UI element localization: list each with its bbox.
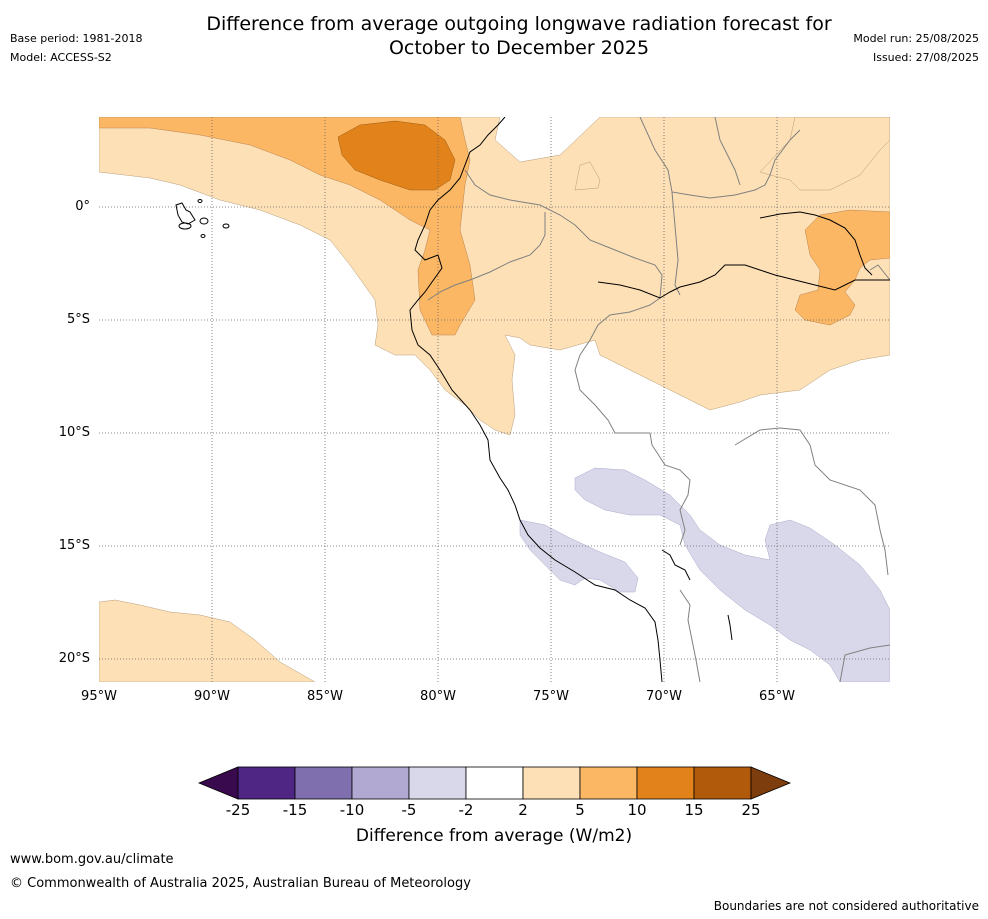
lon-label-75w: 75°W [533, 689, 569, 704]
lat-label-20s: 20°S [58, 651, 90, 666]
lat-label-10s: 10°S [58, 425, 90, 440]
country-borders [427, 117, 890, 682]
colorbar-bin-6 [522, 766, 581, 800]
colorbar-bin-9 [693, 766, 752, 800]
colorbar-tick: 10 [627, 801, 647, 819]
lat-label-15s: 15°S [58, 538, 90, 553]
graticule [99, 117, 890, 682]
coastline [409, 117, 890, 682]
title-line-2: October to December 2025 [388, 37, 650, 59]
lat-label-0: 0° [75, 199, 90, 214]
colorbar-tick: -10 [339, 801, 365, 819]
contour-2-5-north [99, 117, 890, 436]
contour-neg2-neg5-andes [574, 467, 890, 682]
contour-10-15-north [337, 120, 456, 191]
model-run: Model run: 25/08/2025 [853, 32, 979, 45]
copyright-notice: © Commonwealth of Australia 2025, Austra… [10, 876, 471, 891]
colorbar-tick: -2 [458, 801, 474, 819]
colorbar-bin-2 [294, 766, 353, 800]
colorbar-tick: 15 [684, 801, 704, 819]
colorbar-over-arrow [750, 766, 792, 800]
colorbar-tick: 5 [575, 801, 585, 819]
boundaries-disclaimer: Boundaries are not considered authoritat… [713, 899, 979, 913]
lon-label-65w: 65°W [759, 689, 795, 704]
lon-label-70w: 70°W [646, 689, 682, 704]
lat-label-5s: 5°S [66, 312, 90, 327]
issued-date: Issued: 27/08/2025 [872, 51, 979, 64]
colorbar-bin-1 [237, 766, 296, 800]
anomaly-contours [99, 117, 890, 682]
colorbar-bin-3 [351, 766, 410, 800]
colorbar-label: Difference from average (W/m2) [355, 826, 633, 846]
colorbar [197, 766, 792, 800]
galapagos-islands [175, 199, 230, 238]
lon-label-85w: 85°W [307, 689, 343, 704]
colorbar-tick: 25 [741, 801, 761, 819]
lon-label-90w: 90°W [194, 689, 230, 704]
colorbar-tick: -25 [225, 801, 251, 819]
colorbar-bin-4 [408, 766, 467, 800]
model-name: Model: ACCESS-S2 [10, 51, 112, 64]
colorbar-bin-8 [636, 766, 695, 800]
colorbar-tick: 2 [518, 801, 528, 819]
base-period: Base period: 1981-2018 [10, 32, 143, 45]
map-title: Difference from average outgoing longwav… [0, 12, 988, 60]
colorbar-bin-7 [579, 766, 638, 800]
colorbar-tick: -15 [282, 801, 308, 819]
colorbar-under-arrow [197, 766, 239, 800]
colorbar-tick: -5 [401, 801, 417, 819]
website-link[interactable]: www.bom.gov.au/climate [10, 852, 174, 867]
lon-label-95w: 95°W [81, 689, 117, 704]
contour-2-5-southwest [99, 599, 316, 682]
title-line-1: Difference from average outgoing longwav… [206, 13, 832, 35]
lon-label-80w: 80°W [420, 689, 456, 704]
colorbar-bin-5 [465, 766, 524, 800]
contour-neg2-neg5-peru [519, 519, 639, 593]
